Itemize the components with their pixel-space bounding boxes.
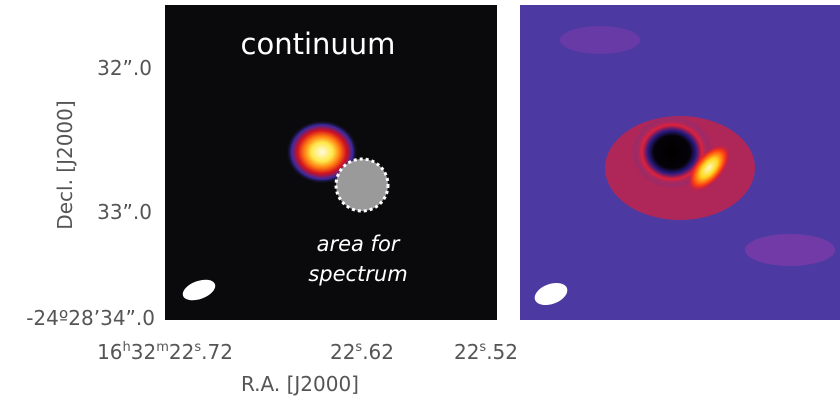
tick-superscript: s [355, 340, 362, 355]
y-axis-label: Decl. [J2000] [53, 100, 77, 229]
tick-text: 22 [330, 340, 355, 364]
panel-title: continuum [241, 27, 396, 61]
tick-text: .62 [362, 340, 394, 364]
tick-superscript: h [123, 340, 131, 355]
x-tick-label: 22s.52 [454, 340, 518, 364]
tick-text: 16 [97, 340, 122, 364]
tick-superscript: s [479, 340, 486, 355]
annotation: area for [317, 232, 401, 256]
background-structure [745, 234, 835, 266]
tick-text: 22 [169, 340, 194, 364]
spectrum-aperture [334, 157, 390, 213]
tick-text: .72 [201, 340, 233, 364]
tick-text: 22 [454, 340, 479, 364]
beam [182, 279, 216, 301]
y-tick-label: 33”.0 [97, 200, 152, 224]
y-tick-label: 32”.0 [97, 56, 152, 80]
tick-text: 32 [131, 340, 156, 364]
x-axis-label: R.A. [J2000] [241, 372, 359, 396]
x-tick-label: 22s.62 [330, 340, 394, 364]
beam [534, 282, 568, 306]
tick-superscript: s [194, 340, 201, 355]
tick-superscript: m [156, 340, 169, 355]
annotation: spectrum [308, 262, 407, 286]
bright-arc [688, 144, 730, 192]
x-tick-label: 16h32m22s.72 [97, 340, 233, 364]
continuum-source [286, 120, 358, 184]
tick-text: .52 [486, 340, 518, 364]
background-structure [560, 26, 640, 54]
y-tick-label: -24º28’34”.0 [26, 306, 155, 330]
